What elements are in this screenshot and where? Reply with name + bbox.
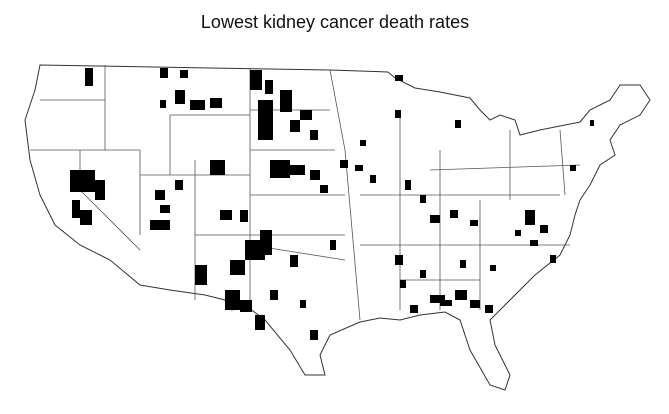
county bbox=[195, 265, 207, 285]
county bbox=[175, 180, 183, 190]
county bbox=[160, 100, 166, 108]
county bbox=[250, 70, 262, 90]
county bbox=[570, 165, 576, 171]
county bbox=[420, 270, 426, 278]
county bbox=[265, 80, 273, 94]
county bbox=[270, 160, 290, 178]
county bbox=[470, 220, 478, 226]
county bbox=[395, 255, 403, 265]
county bbox=[300, 110, 312, 120]
county bbox=[280, 90, 292, 112]
county bbox=[330, 240, 336, 250]
county bbox=[455, 290, 467, 300]
county bbox=[310, 130, 318, 140]
county bbox=[515, 230, 521, 236]
county bbox=[300, 300, 306, 308]
county bbox=[405, 180, 411, 190]
county bbox=[395, 75, 403, 81]
county bbox=[255, 315, 265, 330]
county bbox=[260, 230, 272, 255]
county bbox=[370, 175, 376, 183]
county bbox=[160, 205, 170, 213]
county bbox=[395, 110, 401, 118]
county bbox=[530, 240, 538, 246]
county bbox=[550, 255, 556, 263]
us-outline bbox=[24, 64, 651, 391]
county bbox=[320, 185, 328, 193]
county bbox=[590, 120, 594, 126]
county bbox=[85, 68, 93, 86]
county bbox=[310, 170, 320, 180]
county bbox=[190, 100, 205, 110]
county bbox=[220, 210, 232, 220]
county bbox=[210, 160, 225, 175]
county bbox=[470, 300, 480, 308]
county bbox=[150, 220, 170, 230]
county bbox=[525, 210, 535, 225]
county bbox=[540, 225, 548, 233]
county bbox=[490, 265, 496, 271]
county bbox=[95, 180, 105, 200]
county bbox=[290, 120, 300, 132]
state-border bbox=[559, 129, 566, 196]
state-border bbox=[329, 69, 346, 151]
county bbox=[270, 290, 278, 300]
county bbox=[310, 330, 318, 340]
county bbox=[440, 300, 452, 306]
county bbox=[420, 195, 426, 203]
state-border bbox=[79, 189, 141, 251]
county bbox=[290, 165, 305, 175]
county bbox=[340, 160, 348, 168]
county bbox=[240, 210, 248, 222]
county bbox=[355, 165, 363, 171]
map-title: Lowest kidney cancer death rates bbox=[201, 12, 469, 32]
county bbox=[180, 70, 188, 78]
county bbox=[455, 120, 461, 128]
county bbox=[410, 305, 418, 313]
county bbox=[485, 305, 493, 313]
county bbox=[72, 200, 80, 218]
county bbox=[70, 170, 95, 192]
county bbox=[360, 140, 366, 146]
county bbox=[430, 295, 445, 303]
state-border bbox=[429, 164, 581, 171]
county bbox=[80, 210, 92, 225]
county bbox=[400, 280, 406, 288]
county bbox=[225, 290, 240, 310]
county bbox=[230, 260, 245, 275]
county bbox=[460, 260, 466, 268]
county bbox=[430, 215, 440, 223]
county bbox=[258, 100, 273, 140]
county bbox=[155, 190, 165, 200]
county bbox=[450, 210, 458, 218]
county bbox=[160, 68, 168, 78]
highlighted-counties bbox=[70, 68, 594, 340]
county bbox=[240, 300, 252, 312]
county bbox=[175, 90, 185, 104]
county bbox=[210, 98, 222, 108]
state-border bbox=[344, 149, 361, 321]
county bbox=[290, 255, 298, 267]
